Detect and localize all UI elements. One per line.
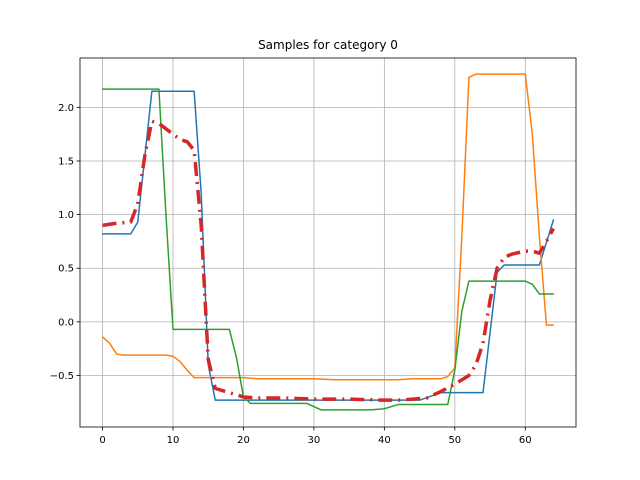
y-tick-label: 1.5 — [58, 156, 74, 167]
x-tick-label: 0 — [99, 435, 105, 446]
x-tick-label: 30 — [308, 435, 321, 446]
series-line-2 — [101, 73, 555, 381]
x-tick-label: 50 — [448, 435, 461, 446]
x-tick-label: 10 — [167, 435, 180, 446]
y-tick-label: −0.5 — [50, 371, 74, 382]
y-tick-label: 0.0 — [58, 317, 74, 328]
series-line-4 — [102, 119, 555, 402]
x-tick-label: 20 — [237, 435, 250, 446]
y-tick-label: 2.0 — [58, 103, 74, 114]
series-layer — [101, 73, 555, 411]
y-tick-label: 1.0 — [58, 210, 74, 221]
axis-ticks: 0 10 20 30 40 50 60 −0.5 0.0 0.5 1.0 1.5 2.0 — [50, 103, 532, 446]
grid — [80, 58, 576, 427]
x-tick-label: 60 — [519, 435, 532, 446]
y-tick-label: 0.5 — [58, 264, 74, 275]
plot-frame — [79, 57, 577, 428]
x-tick-label: 40 — [378, 435, 391, 446]
series-line-3 — [101, 88, 555, 411]
chart-title: Samples for category 0 — [258, 38, 398, 52]
series-line-1 — [101, 90, 555, 401]
